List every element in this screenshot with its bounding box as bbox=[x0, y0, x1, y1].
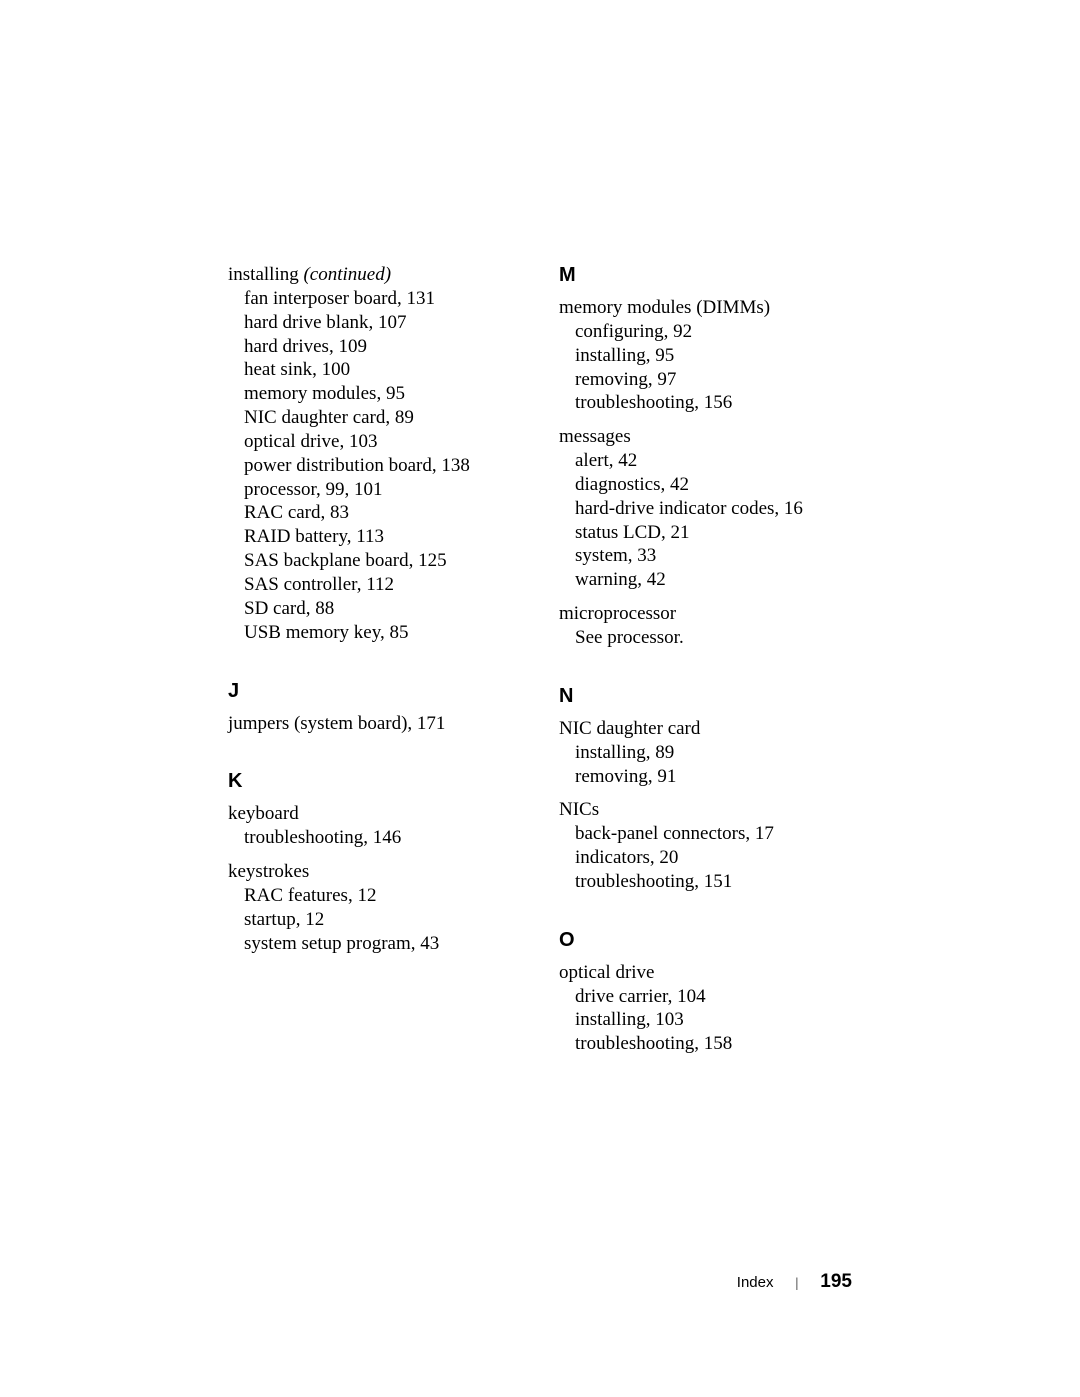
index-sub: RAC card, 83 bbox=[244, 502, 521, 524]
index-sub: removing, 91 bbox=[575, 766, 852, 788]
index-sub: hard drives, 109 bbox=[244, 336, 521, 358]
entry-keystrokes-head: keystrokes bbox=[228, 861, 521, 883]
index-sub: processor, 99, 101 bbox=[244, 479, 521, 501]
entry-keyboard-head: keyboard bbox=[228, 803, 521, 825]
entry-installing-head: installing (continued) bbox=[228, 264, 521, 286]
spacer bbox=[559, 593, 852, 603]
index-sub: hard drive blank, 107 bbox=[244, 312, 521, 334]
entry-nic-daughter-head: NIC daughter card bbox=[559, 718, 852, 740]
index-sub: fan interposer board, 131 bbox=[244, 288, 521, 310]
two-column-layout: installing (continued) fan interposer bo… bbox=[228, 264, 852, 1057]
section-letter-m: M bbox=[559, 264, 852, 287]
index-sub: installing, 103 bbox=[575, 1009, 852, 1031]
index-sub: SAS controller, 112 bbox=[244, 574, 521, 596]
footer-label: Index bbox=[737, 1274, 774, 1291]
index-sub: status LCD, 21 bbox=[575, 522, 852, 544]
index-sub: memory modules, 95 bbox=[244, 383, 521, 405]
entry-memory-modules-head: memory modules (DIMMs) bbox=[559, 297, 852, 319]
see-target: processor. bbox=[602, 627, 683, 648]
index-sub: warning, 42 bbox=[575, 569, 852, 591]
index-sub: installing, 89 bbox=[575, 742, 852, 764]
entry-microprocessor-head: microprocessor bbox=[559, 603, 852, 625]
index-sub: alert, 42 bbox=[575, 450, 852, 472]
index-sub: SD card, 88 bbox=[244, 598, 521, 620]
index-sub: heat sink, 100 bbox=[244, 359, 521, 381]
index-sub: optical drive, 103 bbox=[244, 431, 521, 453]
index-sub: USB memory key, 85 bbox=[244, 622, 521, 644]
section-letter-n: N bbox=[559, 685, 852, 708]
left-column: installing (continued) fan interposer bo… bbox=[228, 264, 521, 1057]
entry-nics-head: NICs bbox=[559, 799, 852, 821]
entry-installing-qualifier: (continued) bbox=[303, 264, 391, 285]
section-letter-j: J bbox=[228, 680, 521, 703]
index-sub: diagnostics, 42 bbox=[575, 474, 852, 496]
index-sub: troubleshooting, 146 bbox=[244, 827, 521, 849]
entry-jumpers: jumpers (system board), 171 bbox=[228, 713, 521, 735]
entry-installing-label: installing bbox=[228, 264, 299, 285]
entry-microprocessor-see: See processor. bbox=[575, 627, 852, 649]
right-column: M memory modules (DIMMs) configuring, 92… bbox=[559, 264, 852, 1057]
index-sub: removing, 97 bbox=[575, 369, 852, 391]
index-sub: troubleshooting, 156 bbox=[575, 392, 852, 414]
spacer bbox=[228, 851, 521, 861]
index-sub: NIC daughter card, 89 bbox=[244, 407, 521, 429]
entry-optical-drive-head: optical drive bbox=[559, 962, 852, 984]
index-sub: indicators, 20 bbox=[575, 847, 852, 869]
footer-separator: | bbox=[795, 1276, 798, 1292]
index-sub: RAID battery, 113 bbox=[244, 526, 521, 548]
index-sub: hard-drive indicator codes, 16 bbox=[575, 498, 852, 520]
entry-messages-head: messages bbox=[559, 426, 852, 448]
index-sub: installing, 95 bbox=[575, 345, 852, 367]
index-page: installing (continued) fan interposer bo… bbox=[0, 0, 1080, 1397]
see-prefix: See bbox=[575, 627, 602, 648]
index-sub: back-panel connectors, 17 bbox=[575, 823, 852, 845]
section-letter-k: K bbox=[228, 770, 521, 793]
index-sub: troubleshooting, 158 bbox=[575, 1033, 852, 1055]
spacer bbox=[559, 416, 852, 426]
footer-page-number: 195 bbox=[820, 1271, 852, 1293]
section-letter-o: O bbox=[559, 929, 852, 952]
page-footer: Index | 195 bbox=[737, 1271, 852, 1293]
index-sub: configuring, 92 bbox=[575, 321, 852, 343]
index-sub: drive carrier, 104 bbox=[575, 986, 852, 1008]
index-sub: system, 33 bbox=[575, 545, 852, 567]
index-sub: startup, 12 bbox=[244, 909, 521, 931]
index-sub: troubleshooting, 151 bbox=[575, 871, 852, 893]
index-sub: SAS backplane board, 125 bbox=[244, 550, 521, 572]
index-sub: RAC features, 12 bbox=[244, 885, 521, 907]
index-sub: system setup program, 43 bbox=[244, 933, 521, 955]
index-sub: power distribution board, 138 bbox=[244, 455, 521, 477]
spacer bbox=[559, 789, 852, 799]
